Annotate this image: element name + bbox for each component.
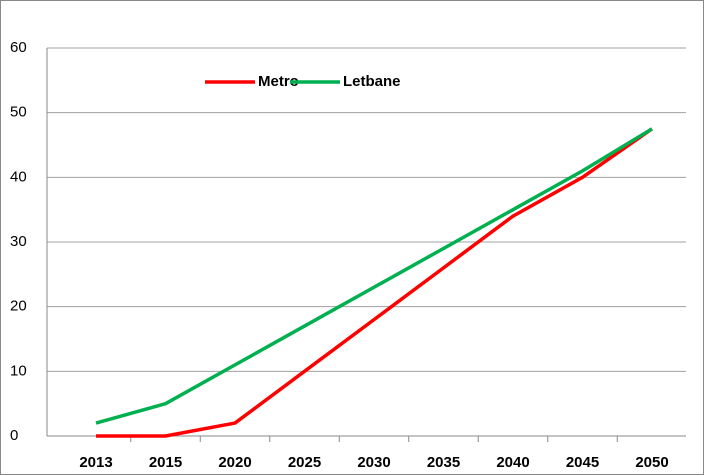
legend-label: Letbane	[343, 73, 401, 90]
line-series	[96, 127, 654, 438]
y-tick-label: 40	[10, 168, 27, 185]
y-tick-label: 60	[10, 39, 27, 56]
x-tick-label: 2045	[566, 454, 599, 471]
x-tick-label: 2030	[357, 454, 390, 471]
x-tick-label: 2020	[218, 454, 251, 471]
line-series	[95, 127, 653, 425]
y-tick-label: 20	[10, 298, 27, 315]
x-tick-label: 2025	[288, 454, 321, 471]
legend-label: Metro	[258, 73, 299, 90]
y-tick-label: 30	[10, 233, 27, 250]
x-tick-label: 2050	[635, 454, 668, 471]
x-tick-label: 2040	[496, 454, 529, 471]
x-tick-label: 2013	[79, 454, 112, 471]
x-tick-label: 2035	[427, 454, 460, 471]
y-tick-label: 0	[10, 427, 18, 444]
y-tick-label: 10	[10, 362, 27, 379]
x-tick-label: 2015	[149, 454, 182, 471]
y-tick-label: 50	[10, 104, 27, 121]
